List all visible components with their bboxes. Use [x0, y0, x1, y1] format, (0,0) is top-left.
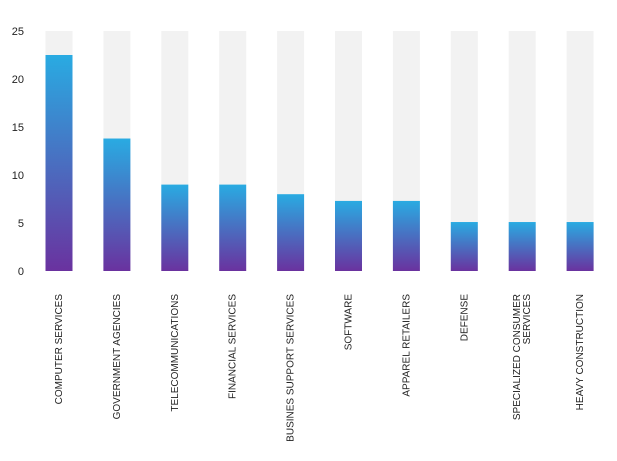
bar — [508, 222, 536, 271]
x-tick-label-line: SOFTWARE — [344, 294, 355, 351]
bar — [161, 184, 189, 271]
y-tick-label: 15 — [12, 122, 24, 134]
x-tick-label: APPAREL RETAILERS — [401, 294, 412, 397]
x-tick-label-line: GOVERNMENT AGENCIES — [112, 294, 123, 420]
y-tick-label: 25 — [12, 26, 24, 38]
x-axis: COMPUTER SERVICES GOVERNMENT AGENCIES TELE… — [54, 294, 586, 442]
x-tick-label: GOVERNMENT AGENCIES — [112, 294, 123, 420]
bar — [103, 138, 131, 271]
x-tick-label-line: COMPUTER SERVICES — [54, 294, 65, 405]
y-tick-label: 0 — [18, 266, 24, 278]
bar — [219, 184, 247, 271]
bar — [45, 55, 73, 271]
x-tick-label-line: HEAVY CONSTRUCTION — [575, 294, 586, 410]
x-tick-label: BUSINES SUPPORT SERVICES — [286, 294, 297, 442]
bar — [566, 222, 594, 271]
x-tick-label-line: DEFENSE — [459, 294, 470, 342]
x-tick-label: FINANCIAL SERVICES — [228, 294, 239, 399]
x-tick-label-line: FINANCIAL SERVICES — [228, 294, 239, 399]
x-tick-label: HEAVY CONSTRUCTION — [575, 294, 586, 410]
x-tick-label: DEFENSE — [459, 294, 470, 342]
x-tick-label: COMPUTER SERVICES — [54, 294, 65, 405]
x-tick-label-line: SERVICES — [522, 294, 533, 345]
y-tick-label: 10 — [12, 170, 24, 182]
bar — [335, 200, 362, 271]
x-tick-label: SOFTWARE — [344, 294, 355, 351]
bar — [392, 200, 420, 271]
y-tick-label: 20 — [12, 74, 24, 86]
y-tick-label: 5 — [18, 218, 24, 230]
bar — [450, 222, 478, 271]
x-tick-label-line: SPECIALIZED CONSUMER — [512, 294, 523, 420]
x-tick-label-line: APPAREL RETAILERS — [401, 294, 412, 397]
x-tick-label-line: BUSINES SUPPORT SERVICES — [286, 294, 297, 442]
x-tick-label-line: TELECOMMUNICATIONS — [170, 294, 181, 412]
x-tick-label: SPECIALIZED CONSUMERSERVICES — [512, 294, 533, 420]
y-axis: 0 5 10 15 20 25 — [12, 26, 24, 278]
bars — [45, 31, 594, 271]
x-tick-label: TELECOMMUNICATIONS — [170, 294, 181, 412]
bar — [277, 194, 305, 271]
